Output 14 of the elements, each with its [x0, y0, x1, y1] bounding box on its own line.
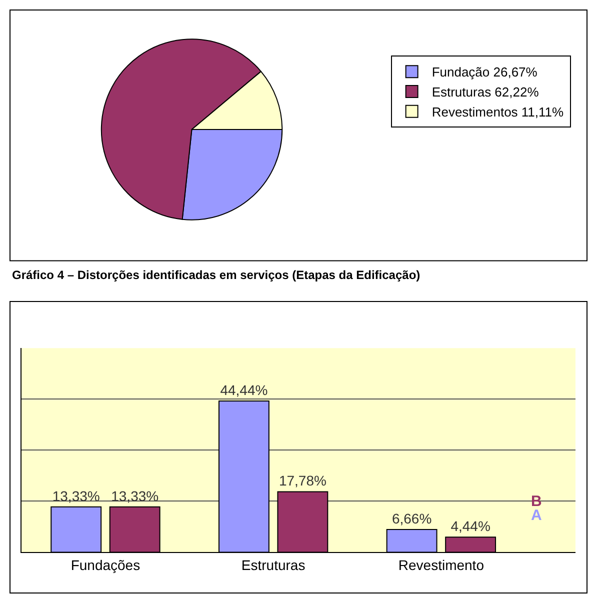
x-tick-label: Estruturas — [241, 556, 306, 573]
data-label: 4,44% — [450, 518, 490, 534]
data-label: 6,66% — [392, 510, 432, 527]
data-label: 13,33% — [52, 488, 100, 504]
legend-label: Estruturas 62,22% — [432, 84, 540, 100]
data-label: 13,33% — [111, 488, 159, 504]
data-label: 17,78% — [278, 472, 326, 489]
legend-label: Fundação 26,67% — [432, 64, 538, 80]
legend-label: Revestimentos 11,11% — [432, 104, 564, 120]
data-label: 44,44% — [220, 382, 268, 398]
text: A — [531, 507, 542, 524]
x-tick-label: Revestimento — [398, 556, 484, 573]
text: Gráfico 4 – Distorções identificadas em serviços (Etapas da Edificação) — [12, 268, 420, 282]
x-tick-label: Fundações — [70, 556, 140, 573]
